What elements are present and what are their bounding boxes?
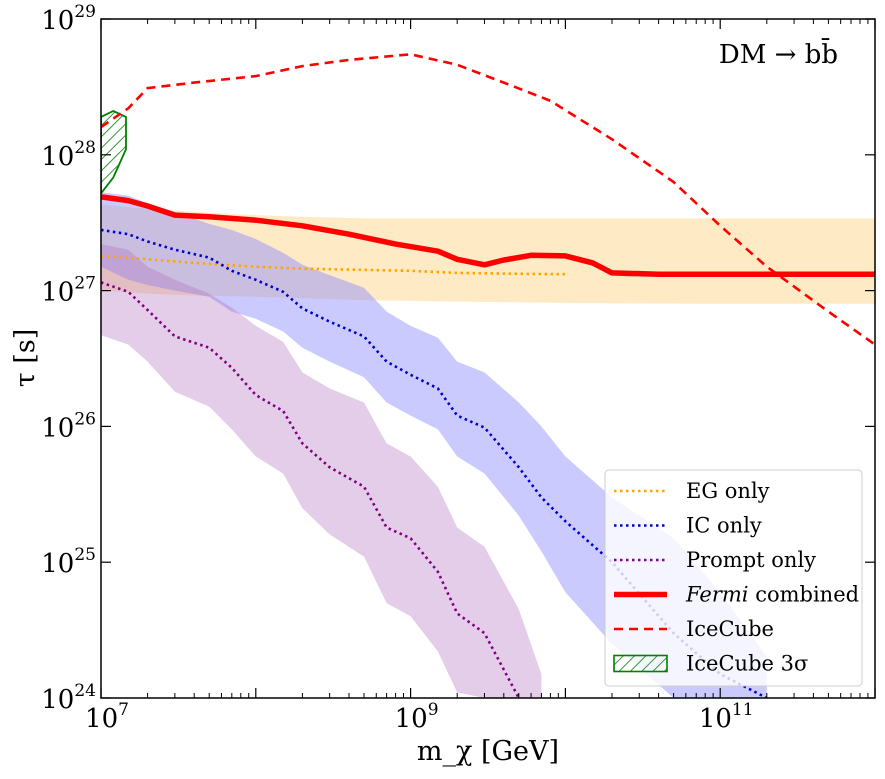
legend-label-icecube-3: IceCube 3σ [686, 652, 808, 676]
uncertainty-bands [101, 192, 875, 698]
series-lines [101, 52, 875, 698]
plot-frame [100, 18, 876, 699]
legend-label-icecube: IceCube [686, 617, 774, 641]
y-axis-label: τ [s] [10, 329, 41, 387]
axis-ticks: 107 109 1011 1024 1025 1026 1027 1028 1029 [41, 2, 876, 734]
y-tick-label: 1025 [41, 545, 96, 579]
x-tick-label: 1011 [699, 700, 754, 734]
legend: EG only IC only Prompt only Fermi combined I… [604, 469, 863, 687]
legend-label-prompt-only: Prompt only [686, 548, 816, 572]
plot-border [100, 18, 876, 699]
legend-label-fermi-combined: Fermi combined [685, 583, 859, 607]
y-tick-label: 1027 [41, 274, 96, 308]
channel-annotation: DM → bb̄ [719, 37, 838, 70]
region-icecube-3 [101, 110, 127, 195]
series-line-fermi-combined [101, 194, 875, 277]
series-line-prompt-only [101, 281, 520, 698]
legend-label-eg-only: EG only [686, 479, 770, 503]
x-tick-label: 109 [395, 700, 439, 734]
legend-box [604, 469, 863, 687]
band-ic-only [101, 192, 767, 698]
legend-swatch-icecube-3 [613, 654, 668, 673]
y-tick-label: 1024 [41, 681, 96, 715]
x-tick-label: 107 [85, 700, 129, 734]
y-tick-label: 1026 [41, 409, 96, 443]
x-axis-label: m_χ [GeV] [417, 736, 559, 767]
legend-label-ic-only: IC only [686, 514, 762, 538]
y-tick-label: 1028 [41, 138, 96, 172]
band-prompt-only [101, 244, 542, 698]
series-line-icecube [101, 52, 875, 346]
band-eg-only [101, 204, 875, 304]
y-tick-label: 1029 [41, 2, 96, 36]
